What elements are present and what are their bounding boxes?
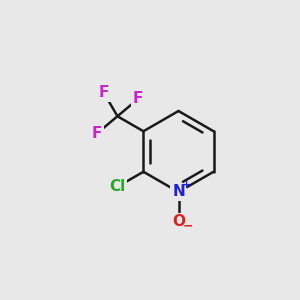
Text: N: N bbox=[172, 184, 185, 200]
Text: F: F bbox=[92, 126, 102, 141]
Text: F: F bbox=[133, 92, 143, 106]
Text: F: F bbox=[99, 85, 109, 100]
Text: −: − bbox=[182, 220, 193, 233]
Text: O: O bbox=[172, 214, 185, 230]
Text: Cl: Cl bbox=[109, 179, 126, 194]
Text: +: + bbox=[182, 180, 191, 190]
